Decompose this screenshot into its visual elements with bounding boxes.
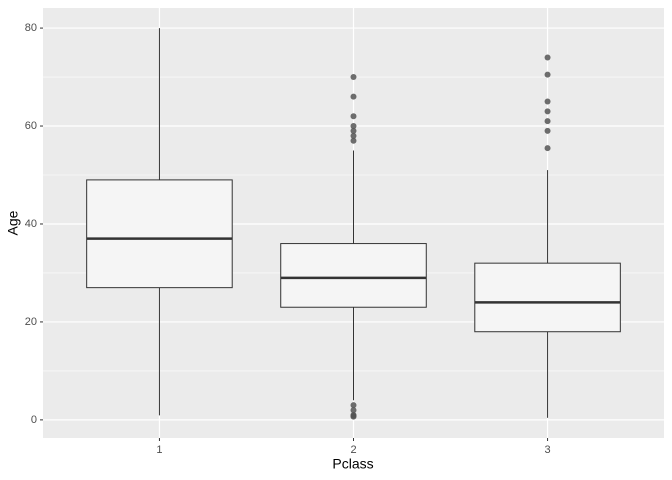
outlier (350, 137, 357, 144)
outlier (544, 54, 551, 61)
outlier (544, 71, 551, 78)
y-tick-label: 80 (25, 22, 37, 34)
x-tick-label: 2 (350, 444, 356, 456)
outlier (350, 127, 357, 134)
outlier (350, 74, 357, 81)
outlier (544, 118, 551, 125)
box (86, 179, 233, 289)
outlier (544, 98, 551, 105)
outlier (350, 407, 357, 414)
outlier (350, 402, 357, 409)
outlier (544, 127, 551, 134)
box (474, 262, 621, 333)
box (280, 243, 427, 308)
y-axis-title: Age (5, 210, 21, 235)
x-tick-label: 3 (545, 444, 551, 456)
x-axis-title: Pclass (332, 456, 373, 472)
outlier (350, 413, 357, 420)
x-tick-label: 1 (156, 444, 162, 456)
y-tick-label: 20 (25, 316, 37, 328)
y-tick-label: 40 (25, 218, 37, 230)
outlier (350, 113, 357, 120)
y-tick-label: 60 (25, 120, 37, 132)
outlier (544, 108, 551, 115)
outlier (350, 93, 357, 100)
outlier (350, 132, 357, 139)
outlier (350, 123, 357, 130)
outlier (544, 145, 551, 152)
y-tick-label: 0 (31, 414, 37, 426)
